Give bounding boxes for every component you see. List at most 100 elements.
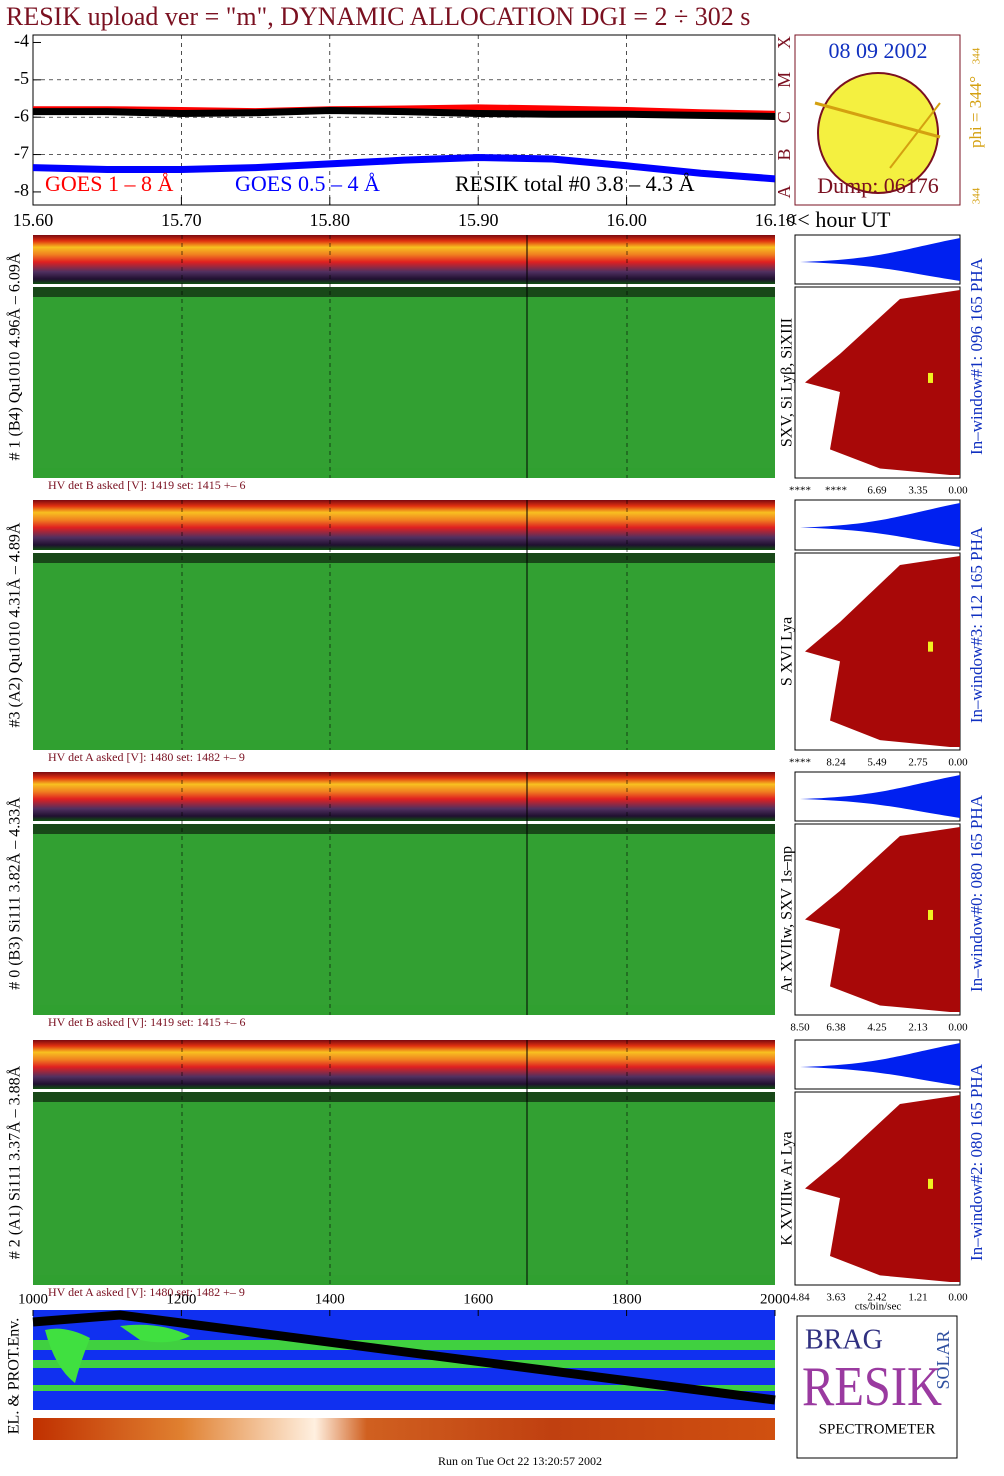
window-label: In–window#1: 096 165 PHA: [967, 257, 986, 455]
plot-frame: [32, 34, 776, 206]
class-label: B: [774, 149, 794, 161]
spectrum-band: [33, 772, 775, 821]
x-tick-label: 15.70: [161, 210, 202, 230]
panel-label: #3 (A2) Qu1010 4.31Å – 4.89Å: [6, 522, 24, 727]
legend-entry: GOES 1 – 8 Å: [45, 171, 173, 196]
hv-label: HV det A asked [V]: 1480 set: 1482 +– 9: [48, 1285, 245, 1299]
hist-tick-label: 3.35: [908, 485, 928, 497]
spectrum-noise: [33, 287, 775, 478]
hist-tick-label: 4.84: [790, 1292, 810, 1304]
sun-phi-small: 344: [971, 47, 983, 64]
logo-top: BRAG: [805, 1324, 883, 1355]
title: RESIK upload ver = "m", DYNAMIC ALLOCATI…: [6, 2, 750, 31]
line-label: K XVIIIw Ar Lya: [779, 1131, 796, 1245]
footer: Run on Tue Oct 22 13:20:57 2002: [438, 1454, 602, 1468]
series-line: [32, 154, 776, 183]
hist-tick-label: 0.00: [948, 485, 968, 497]
spectrum-band: [33, 500, 775, 550]
class-label: M: [774, 72, 794, 88]
hist-blue: [800, 238, 960, 281]
hist-marker: [928, 1178, 933, 1189]
spectrum-band: [33, 1040, 775, 1089]
hist-blue: [800, 775, 960, 818]
sun-phi-corner: 344: [971, 187, 983, 204]
sun-disk: [817, 72, 939, 194]
sun-phi: phi = 344°: [966, 76, 985, 148]
hist-tick-label: 4.25: [867, 1022, 887, 1034]
spectrum-edge: [33, 1005, 775, 1015]
spectrum-noise: [33, 1092, 775, 1285]
spectrum-edge: [33, 740, 775, 750]
line-label: Ar XVIIw, SXV 1s–np: [779, 846, 796, 993]
hv-label: HV det A asked [V]: 1480 set: 1482 +– 9: [48, 750, 245, 764]
spectrum-edge: [33, 1092, 775, 1102]
hist-red: [805, 1095, 960, 1282]
y-tick-label: -8: [14, 180, 29, 200]
hist-tick-label: 2.42: [867, 1292, 886, 1304]
class-label: A: [774, 185, 794, 198]
spectrum-edge: [33, 468, 775, 478]
spectrum-noise: [33, 824, 775, 1015]
env-label: EL. & PROT.Env.: [6, 1318, 23, 1434]
logo-side: SOLAR: [933, 1330, 953, 1389]
orbit-tick-label: 1600: [463, 1291, 493, 1307]
spectrum-edge: [33, 824, 775, 834]
hist-tick-label: 0.00: [948, 757, 968, 769]
sun-axis: [889, 102, 941, 169]
x-tick-label: 15.80: [310, 210, 351, 230]
spectrum-edge: [33, 553, 775, 563]
hist-red: [805, 290, 960, 475]
series-line: [33, 106, 776, 120]
hist-tick-label: 3.63: [826, 1292, 846, 1304]
x-tick-label: 15.60: [13, 210, 54, 230]
hist-tick-label: 0.00: [948, 1022, 968, 1034]
orbit-tick-label: 1800: [612, 1291, 642, 1307]
legend-entry: RESIK total #0 3.8 – 4.3 Å: [455, 171, 695, 196]
panel-label: # 0 (B3) Si111 3.82Å – 4.33Å: [6, 797, 24, 990]
hv-label: HV det B asked [V]: 1419 set: 1415 +– 6: [48, 478, 246, 492]
x-tick-label: 16.10: [755, 210, 796, 230]
x-axis-label: << hour UT: [785, 207, 891, 232]
spectrum-band: [33, 235, 775, 284]
line-label: S XVI Lya: [779, 617, 796, 686]
spectrum-edge: [33, 1275, 775, 1285]
hist-marker: [928, 909, 933, 920]
panel-label: # 1 (B4) Qu1010 4.96Å – 6.09Å: [6, 252, 24, 460]
y-tick-label: -4: [14, 31, 29, 51]
logo-bottom: SPECTROMETER: [819, 1421, 936, 1437]
hist-tick-label: ****: [789, 485, 811, 497]
hist-unit: cts/bin/sec: [855, 1301, 902, 1313]
orbit-tick-label: 1400: [315, 1291, 345, 1307]
hist-tick-label: 1.21: [908, 1292, 927, 1304]
window-label: In–window#2: 080 165 PHA: [967, 1063, 986, 1261]
x-tick-label: 16.00: [606, 210, 647, 230]
line-label: SXV, Si Lyβ, SiXIII: [779, 318, 796, 447]
sun-date: 08 09 2002: [829, 38, 928, 63]
window-label: In–window#0: 080 165 PHA: [967, 794, 986, 992]
window-label: In–window#3: 112 165 PHA: [967, 526, 986, 723]
env-band: [33, 1340, 775, 1391]
hist-blue: [800, 503, 960, 547]
hist-tick-label: 5.49: [867, 757, 887, 769]
hist-tick-label: 2.13: [908, 1022, 928, 1034]
hist-tick-label: ****: [789, 757, 811, 769]
panels: HV det B asked [V]: 1419 set: 1415 +– 6 #…: [6, 234, 986, 1304]
hist-tick-label: 6.69: [867, 485, 887, 497]
hist-tick-label: ****: [825, 485, 847, 497]
hist-tick-label: 8.50: [790, 1022, 810, 1034]
class-label: C: [774, 111, 794, 123]
orbit-tick-label: 1200: [166, 1291, 196, 1307]
x-tick-label: 15.90: [458, 210, 499, 230]
color-bar: [33, 1418, 775, 1440]
orbit-track: [32, 1310, 776, 1405]
spectrum-edge: [33, 287, 775, 297]
hist-red: [805, 556, 960, 747]
hist-marker: [928, 372, 933, 383]
y-tick-label: -6: [14, 105, 29, 125]
hist-red: [805, 827, 960, 1012]
hist-tick-label: 6.38: [826, 1022, 846, 1034]
hist-tick-label: 2.75: [908, 757, 928, 769]
hist-tick-label: 0.00: [948, 1292, 968, 1304]
